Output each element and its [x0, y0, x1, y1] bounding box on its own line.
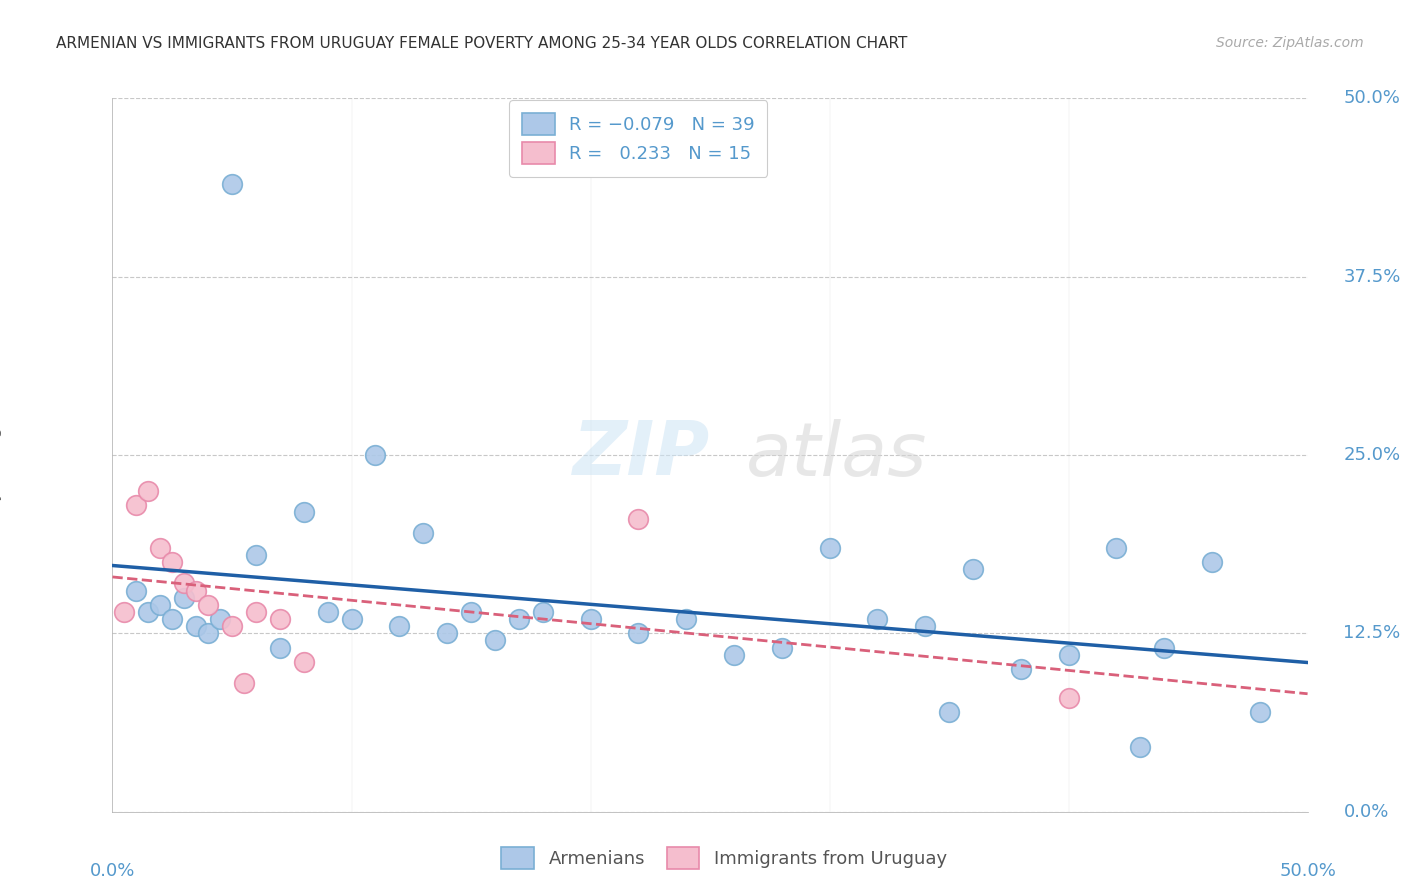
Point [173, 576, 195, 591]
Point [412, 526, 434, 541]
Point [818, 541, 841, 555]
Point [245, 548, 267, 562]
Point [675, 612, 697, 626]
Text: Source: ZipAtlas.com: Source: ZipAtlas.com [1216, 36, 1364, 50]
Point [221, 619, 243, 633]
Text: ZIP: ZIP [572, 418, 710, 491]
Point [1153, 640, 1175, 655]
Point [138, 605, 160, 619]
Point [125, 583, 148, 598]
Point [531, 605, 554, 619]
Point [221, 177, 243, 191]
Point [460, 605, 482, 619]
Point [162, 612, 183, 626]
Point [197, 626, 219, 640]
Text: 37.5%: 37.5% [1344, 268, 1400, 285]
Point [197, 598, 219, 612]
Point [208, 612, 231, 626]
Point [484, 633, 506, 648]
Point [770, 640, 793, 655]
Point [232, 676, 256, 690]
Point [316, 605, 339, 619]
Point [1129, 740, 1152, 755]
Point [1105, 541, 1128, 555]
Legend: R = −0.079   N = 39, R =   0.233   N = 15: R = −0.079 N = 39, R = 0.233 N = 15 [509, 100, 768, 177]
Legend: Armenians, Immigrants from Uruguay: Armenians, Immigrants from Uruguay [492, 838, 956, 879]
Point [436, 626, 458, 640]
Point [938, 705, 960, 719]
Point [579, 612, 602, 626]
Point [149, 598, 172, 612]
Point [914, 619, 936, 633]
Text: 12.5%: 12.5% [1344, 624, 1400, 642]
Point [269, 640, 291, 655]
Point [114, 605, 135, 619]
Point [138, 483, 160, 498]
Point [627, 512, 650, 526]
Text: 25.0%: 25.0% [1344, 446, 1400, 464]
Point [723, 648, 745, 662]
Point [173, 591, 195, 605]
Point [245, 605, 267, 619]
Point [1249, 705, 1271, 719]
Point [292, 505, 315, 519]
Point [1057, 648, 1080, 662]
Point [1010, 662, 1032, 676]
Text: 0.0%: 0.0% [90, 862, 135, 880]
Point [508, 612, 530, 626]
Point [962, 562, 984, 576]
Text: Female Poverty Among 25-34 Year Olds: Female Poverty Among 25-34 Year Olds [0, 291, 1, 619]
Point [186, 583, 208, 598]
Point [866, 612, 889, 626]
Text: ARMENIAN VS IMMIGRANTS FROM URUGUAY FEMALE POVERTY AMONG 25-34 YEAR OLDS CORRELA: ARMENIAN VS IMMIGRANTS FROM URUGUAY FEMA… [56, 36, 908, 51]
Point [186, 619, 208, 633]
Text: 50.0%: 50.0% [1279, 862, 1336, 880]
Point [364, 448, 387, 462]
Text: atlas: atlas [747, 419, 928, 491]
Point [388, 619, 411, 633]
Point [340, 612, 363, 626]
Point [125, 498, 148, 512]
Point [162, 555, 183, 569]
Text: 0.0%: 0.0% [1344, 803, 1389, 821]
Point [269, 612, 291, 626]
Point [1201, 555, 1223, 569]
Point [1057, 690, 1080, 705]
Point [292, 655, 315, 669]
Point [627, 626, 650, 640]
Text: 50.0%: 50.0% [1344, 89, 1400, 107]
Point [149, 541, 172, 555]
